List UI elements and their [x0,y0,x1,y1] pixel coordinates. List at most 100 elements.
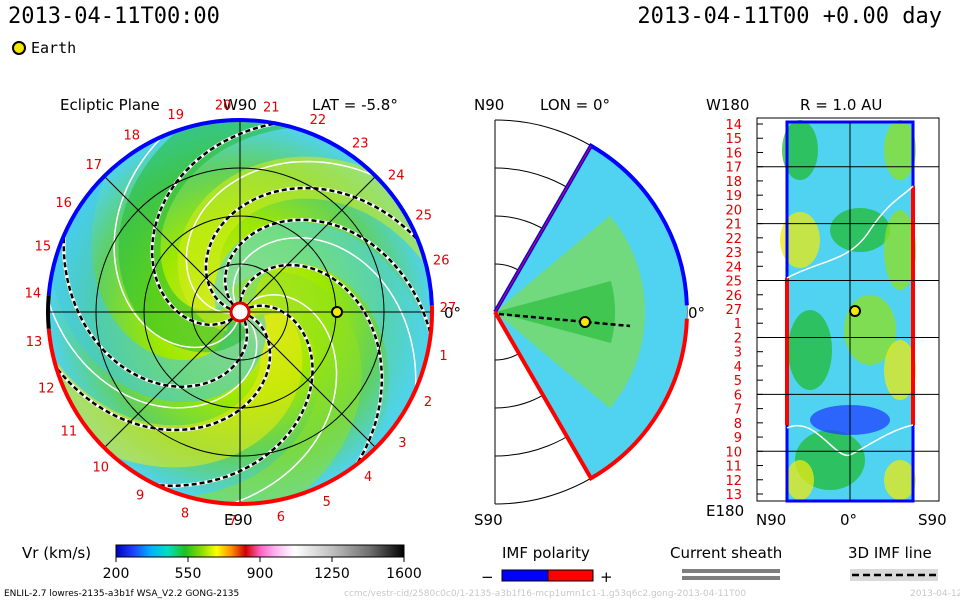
colorbar: Vr (km/s) 200 550 900 1250 1600 [22,544,422,582]
carrington-label: 23 [352,136,369,151]
carrington-label: 19 [167,108,184,123]
sphere-row-label: 8 [734,417,742,432]
model-footer: ENLIL-2.7 lowres-2135-a3b1f WSA_V2.2 GON… [4,589,239,599]
ecliptic-bottom-label: E90 [224,511,253,529]
polarity-rim [46,305,434,506]
sphere-region [884,340,916,400]
sphere-panel: W180 R = 1.0 AU E180 N90 0° S90 14151617… [706,96,947,529]
earth-marker-ecliptic [331,306,343,318]
sphere-row-label: 4 [734,360,742,375]
stream-band [118,120,296,353]
sphere-row-label: 12 [725,474,742,489]
sphere-region [780,212,820,268]
stream-band [177,156,432,332]
ecliptic-lat-label: LAT = -5.8° [312,96,398,114]
sphere-row-label: 25 [725,275,742,290]
sphere-region [884,460,916,500]
relative-time: 2013-04-11T00 +0.00 day [637,4,942,29]
sphere-row-label: 15 [725,132,742,147]
earth-marker-sphere [849,305,861,317]
colorbar-tick-label: 900 [247,566,274,582]
field-line [185,160,426,314]
earth-icon [12,41,26,55]
stream-band [48,292,303,468]
carrington-label: 20 [215,99,232,114]
sphere-region [788,310,832,390]
sphere-row-label: 20 [725,203,742,218]
sphere-region [884,120,916,180]
sphere-row-label: 9 [734,431,742,446]
polarity-rim [46,118,434,306]
carrington-label: 22 [310,113,327,128]
meridional-panel: N90 LON = 0° S90 0° [474,96,705,529]
imf-plus-label: + [600,568,613,586]
field-line [113,120,239,349]
date-footer: 2013-04-12 [910,589,960,599]
imf-minus-label: − [481,568,494,586]
carrington-label: 26 [433,253,450,268]
imf-negative-swatch [501,569,549,582]
carrington-label: 11 [61,424,78,439]
current-sheath [223,218,432,393]
sphere-row-label: 6 [734,388,742,403]
carrington-label: 7 [229,514,237,529]
sphere-row-label: 18 [725,175,742,190]
polarity-rim [46,295,51,329]
stream-band [213,221,431,470]
carrington-label: 25 [415,208,432,223]
field-line [48,243,258,409]
sphere-row-label: 26 [725,289,742,304]
sphere-region [782,120,818,180]
sphere-x-mid: 0° [840,511,857,529]
sphere-row-label: 7 [734,403,742,418]
imf-legend: IMF polarity − + [481,544,613,586]
current-sheath [48,314,272,432]
carrington-label: 13 [26,335,43,350]
carrington-label: 24 [388,169,405,184]
sphere-neutral-line [786,185,914,279]
meridional-edge [494,145,592,313]
sphere-row-label: 27 [725,303,742,318]
sphere-row-label: 22 [725,232,742,247]
meridional-lon-label: LON = 0° [540,96,610,114]
meridional-sheath [498,312,631,328]
carrington-label: 16 [55,196,72,211]
sphere-bottom-label: E180 [706,502,744,520]
field-line [173,294,338,504]
sphere-row-label: 19 [725,189,742,204]
earth-legend: Earth [12,39,76,57]
sphere-row-label: 10 [725,445,742,460]
carrington-label: 15 [35,239,52,254]
meridional-right-label: 0° [688,304,705,322]
sphere-top-label: W180 [706,96,749,114]
current-sheath [238,263,384,504]
sheath-swatch-top [682,569,780,573]
carrington-label: 12 [38,382,55,397]
sphere-r-label: R = 1.0 AU [800,96,882,114]
current-sheath [204,186,432,311]
sphere-row-label: 13 [725,488,742,503]
carrington-label: 2 [424,395,432,410]
ecliptic-right-label: 0° [444,304,461,322]
sphere-x-right: S90 [918,511,947,529]
carrington-label: 18 [124,128,141,143]
carrington-label: 1 [439,349,447,364]
colorbar-tick-label: 1600 [386,566,422,582]
colorbar-label: Vr (km/s) [22,544,91,562]
carrington-label: 10 [93,461,110,476]
run-footer: ccmc/vestr-cid/2580c0c0/1-2135-a3b1f16-m… [344,589,746,599]
colorbar-scale [115,544,405,558]
carrington-label: 9 [136,489,144,504]
simulation-time: 2013-04-11T00:00 [8,4,220,29]
carrington-label: 8 [181,507,189,522]
carrington-label: 14 [25,287,42,302]
sphere-row-label: 14 [725,118,742,133]
carrington-label: 3 [398,436,406,451]
sphere-row-label: 11 [725,460,742,475]
stream-band [49,154,267,403]
ecliptic-top-label: W90 [223,96,257,114]
carrington-label: 17 [86,158,103,173]
sphere-x-left: N90 [756,511,786,529]
meridional-top-label: N90 [474,96,504,114]
